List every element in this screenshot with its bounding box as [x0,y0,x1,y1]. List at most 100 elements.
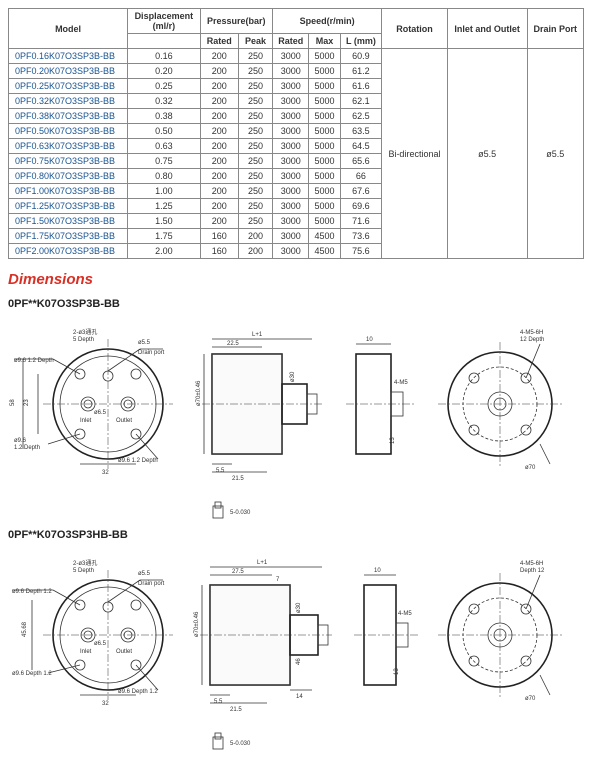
cell: 5000 [309,94,340,109]
lbl: ø70±0.46 [194,611,200,637]
col-rotation: Rotation [382,9,447,49]
cell: 1.75 [128,229,200,244]
cell: 0.50 [128,124,200,139]
cell: 0PF0.80K07O3SP3B-BB [9,169,128,184]
lbl: Outlet [116,649,132,655]
cell: 0.75 [128,154,200,169]
cell: 200 [200,139,238,154]
cell: 250 [239,199,273,214]
col-inlet-outlet: Inlet and Outlet [447,9,527,49]
cell: 3000 [272,244,308,259]
cell: 3000 [272,229,308,244]
lbl: 14 [296,694,303,700]
cell: 0.80 [128,169,200,184]
variant-a-foot-detail: 5-0.030 [208,498,308,523]
lbl: 21.5 [232,476,244,482]
cell: 200 [200,64,238,79]
col-pressure-rated: Rated [200,34,238,49]
variant-a-side-drawing: L+1 22.5 ø70±0.46 ø30 5.5 21.5 [182,314,332,484]
cell: 3000 [272,214,308,229]
cell: 200 [200,154,238,169]
cell: 250 [239,169,273,184]
variant-b-label: 0PF**K07O3SP3HB-BB [8,529,584,541]
cell: 60.9 [340,49,382,64]
cell: 250 [239,109,273,124]
cell: 3000 [272,79,308,94]
lbl: ø30 [296,602,302,613]
cell: 0PF0.63K07O3SP3B-BB [9,139,128,154]
cell: 3000 [272,199,308,214]
cell: 200 [200,94,238,109]
lbl: 7 [276,577,280,583]
cell: 5000 [309,109,340,124]
col-speed: Speed(r/min) [272,9,381,34]
variant-b-side-drawing: L+1 27.5 7 ø70±0.46 ø30 46 14 5.5 21.5 [182,545,342,715]
cell: 250 [239,94,273,109]
variant-b-rear-face: 4-M5-6H Depth 12 ø70 [430,545,570,715]
cell: 0PF0.38K07O3SP3B-BB [9,109,128,124]
col-speed-max: Max [309,34,340,49]
cell: 200 [239,229,273,244]
cell: 250 [239,154,273,169]
cell: 0PF0.20K07O3SP3B-BB [9,64,128,79]
lbl: ø9.6 Depth 1.2 [12,671,52,677]
cell: 1.00 [128,184,200,199]
cell: 250 [239,214,273,229]
cell: 0.38 [128,109,200,124]
cell: 200 [200,109,238,124]
variant-b-rear-profile: 10 4-M5 13 [346,545,426,715]
table-row: 0PF0.16K07O3SP3B-BB0.162002503000500060.… [9,49,584,64]
lbl: 13 [394,668,400,675]
cell: ø5.5 [527,49,583,259]
lbl: Outlet [116,418,132,424]
spec-table: Model Displacement (ml/r) Pressure(bar) … [8,8,584,259]
cell: 69.6 [340,199,382,214]
cell: ø5.5 [447,49,527,259]
cell: 3000 [272,49,308,64]
lbl: ø5.5 [138,571,151,577]
variant-a-rear-profile: 10 4-M5 13 [336,314,426,484]
variant-a-front-drawing: ø5.5 Drain port 2-ø3通孔 5 Depth ø9.6 1.2 … [8,314,178,484]
disp-label: Displacement [135,11,194,21]
cell: 0.63 [128,139,200,154]
lbl: ø9.6 1.2 Depth [118,458,158,464]
cell: 61.6 [340,79,382,94]
lbl: Drain port [138,581,165,587]
cell: 5000 [309,64,340,79]
lbl: 5.5 [216,468,225,474]
cell: 5000 [309,169,340,184]
cell: 3000 [272,169,308,184]
cell: 200 [200,169,238,184]
lbl: 10 [374,568,381,574]
cell: 200 [200,79,238,94]
cell: 0PF1.00K07O3SP3B-BB [9,184,128,199]
lbl: 22.5 [227,341,239,347]
cell: 3000 [272,109,308,124]
col-displacement: Displacement (ml/r) [128,9,200,34]
cell: 0PF0.25K07O3SP3B-BB [9,79,128,94]
lbl: 45.68 [22,621,28,637]
lbl: 10 [366,337,373,343]
cell: 250 [239,184,273,199]
cell: 2.00 [128,244,200,259]
variant-a-rear-face: 4-M5-6H 12 Depth ø70 [430,314,570,484]
lbl: ø70±0.46 [196,380,202,406]
col-model: Model [9,9,128,49]
lbl: ø70 [525,465,536,471]
variant-b-front-drawing: ø5.5 Drain port 2-ø3通孔 5 Depth ø9.6 Dept… [8,545,178,715]
cell: 3000 [272,139,308,154]
cell: 4500 [309,244,340,259]
cell: 0PF0.50K07O3SP3B-BB [9,124,128,139]
cell: 3000 [272,94,308,109]
cell: 250 [239,139,273,154]
cell: 5000 [309,154,340,169]
disp-unit: (ml/r) [153,21,176,31]
cell: 62.5 [340,109,382,124]
cell: 5000 [309,184,340,199]
col-pressure: Pressure(bar) [200,9,272,34]
cell: 250 [239,64,273,79]
lbl: Drain port [138,350,165,356]
lbl: L+1 [257,560,268,566]
cell: 5000 [309,214,340,229]
lbl: 5-0.030 [230,741,251,747]
